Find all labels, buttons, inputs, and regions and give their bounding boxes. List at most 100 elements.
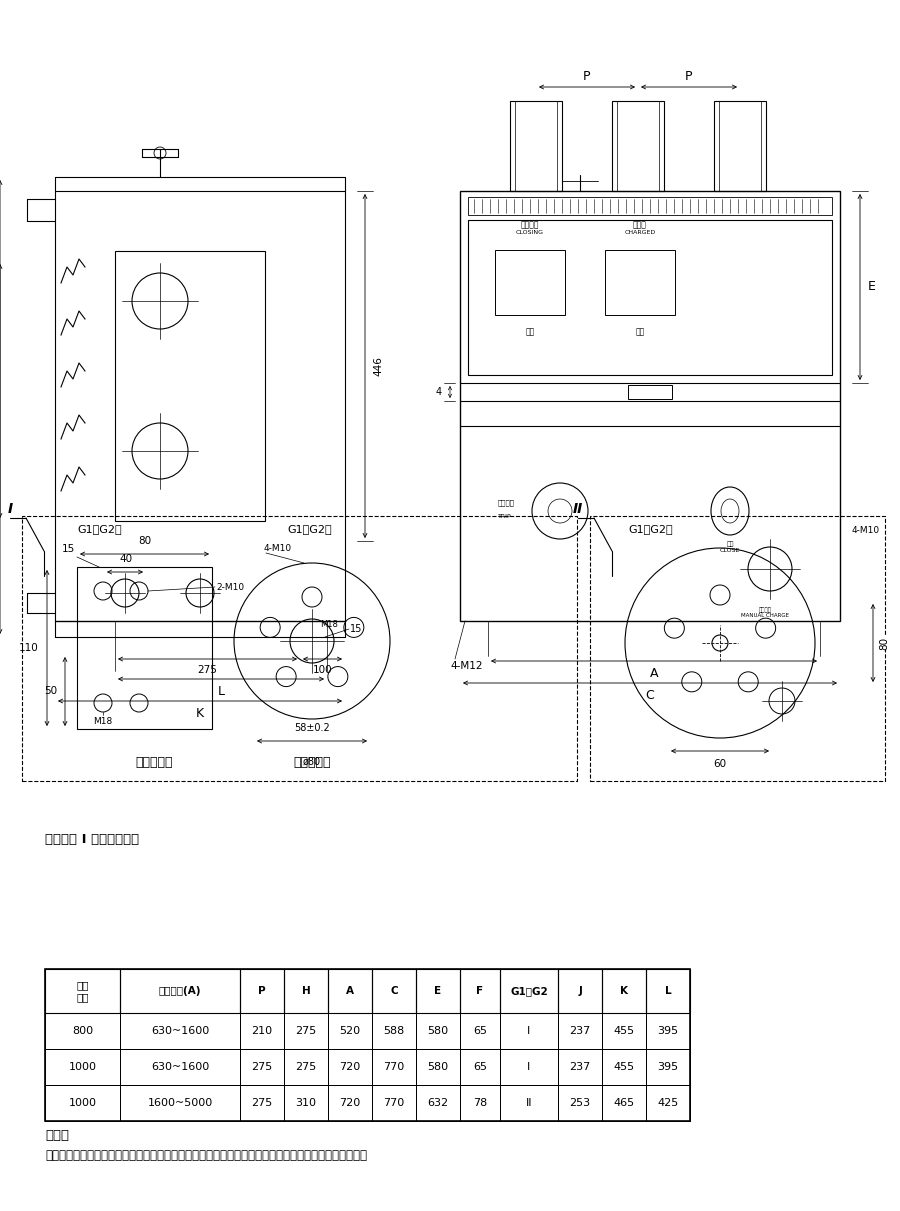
Bar — [240, 1085, 284, 1121]
Text: 15: 15 — [350, 624, 363, 635]
Text: 78: 78 — [472, 1098, 487, 1108]
Bar — [45, 969, 120, 1012]
Text: 580: 580 — [428, 1062, 448, 1072]
Text: CHARGED: CHARGED — [625, 230, 655, 235]
Text: 275: 275 — [295, 1026, 317, 1035]
Bar — [628, 385, 672, 398]
Bar — [120, 1085, 240, 1121]
Text: 253: 253 — [570, 1098, 590, 1108]
Text: 80: 80 — [138, 536, 151, 546]
Text: ø80: ø80 — [303, 757, 321, 767]
Bar — [460, 1085, 500, 1121]
Bar — [240, 1012, 284, 1049]
Text: 720: 720 — [339, 1062, 361, 1072]
Bar — [605, 249, 675, 315]
Bar — [328, 1085, 372, 1121]
Text: 分闸控制: 分闸控制 — [498, 500, 515, 506]
Text: L: L — [665, 986, 671, 995]
Bar — [120, 1049, 240, 1085]
Bar — [558, 1012, 602, 1049]
Bar — [372, 1049, 416, 1085]
Bar — [416, 1012, 460, 1049]
Text: A: A — [346, 986, 354, 995]
Text: 注意：: 注意： — [45, 1129, 69, 1142]
Text: 237: 237 — [570, 1062, 590, 1072]
Text: 630~1600: 630~1600 — [151, 1026, 209, 1035]
Text: 4-M10: 4-M10 — [264, 544, 292, 553]
Bar — [240, 969, 284, 1012]
Text: 2-M10: 2-M10 — [216, 582, 244, 591]
Bar — [602, 969, 646, 1012]
Bar — [120, 1012, 240, 1049]
Text: 446: 446 — [373, 356, 383, 375]
Text: 275: 275 — [251, 1062, 273, 1072]
Text: C: C — [645, 689, 654, 702]
Text: 425: 425 — [657, 1098, 679, 1108]
Text: 40: 40 — [120, 553, 132, 564]
Text: 注：常规 I 配圆形出线座: 注：常规 I 配圆形出线座 — [45, 833, 140, 846]
Text: 65: 65 — [473, 1026, 487, 1035]
Text: 580: 580 — [428, 1026, 448, 1035]
Text: P: P — [258, 986, 265, 995]
Bar — [372, 1085, 416, 1121]
Text: 520: 520 — [339, 1026, 361, 1035]
Text: 310: 310 — [295, 1098, 317, 1108]
Text: 圆形出线座: 圆形出线座 — [293, 757, 331, 769]
Bar — [77, 567, 212, 729]
Text: 手动储能
MANUAL CHARGE: 手动储能 MANUAL CHARGE — [741, 607, 789, 619]
Bar — [558, 1049, 602, 1085]
Text: E: E — [868, 281, 876, 293]
Text: L: L — [218, 685, 224, 698]
Bar — [460, 1012, 500, 1049]
Text: G1、G2向: G1、G2向 — [77, 524, 122, 534]
Text: 1600~5000: 1600~5000 — [148, 1098, 212, 1108]
Bar — [416, 1085, 460, 1121]
Text: 4-M12: 4-M12 — [450, 661, 482, 671]
Text: 465: 465 — [614, 1098, 634, 1108]
Bar — [714, 101, 766, 191]
Text: 395: 395 — [657, 1062, 679, 1072]
Bar — [416, 1049, 460, 1085]
Bar — [120, 969, 240, 1012]
Text: H: H — [302, 986, 310, 995]
Text: 770: 770 — [383, 1062, 405, 1072]
Text: 方形出线座: 方形出线座 — [136, 757, 173, 769]
Text: 632: 632 — [428, 1098, 448, 1108]
Text: 50: 50 — [44, 685, 57, 696]
Bar — [558, 969, 602, 1012]
Text: 210: 210 — [251, 1026, 273, 1035]
Text: E: E — [435, 986, 442, 995]
Text: G1、G2向: G1、G2向 — [287, 524, 331, 534]
Text: 80: 80 — [879, 637, 889, 649]
Bar — [284, 1085, 328, 1121]
Bar — [460, 1049, 500, 1085]
Bar — [284, 1049, 328, 1085]
Text: K: K — [196, 707, 204, 721]
Bar — [500, 1012, 558, 1049]
Bar — [500, 1085, 558, 1121]
Text: I: I — [7, 503, 13, 516]
Bar — [328, 1012, 372, 1049]
Text: II: II — [573, 503, 583, 516]
Text: I: I — [527, 1062, 531, 1072]
Text: 630~1600: 630~1600 — [151, 1062, 209, 1072]
Text: 237: 237 — [570, 1026, 590, 1035]
Text: II: II — [526, 1098, 532, 1108]
Bar — [495, 249, 565, 315]
Text: A: A — [650, 667, 658, 681]
Text: 1000: 1000 — [68, 1062, 96, 1072]
Text: F: F — [476, 986, 483, 995]
Bar — [558, 1085, 602, 1121]
Bar — [416, 969, 460, 1012]
Bar — [45, 1049, 120, 1085]
Text: 合闸: 合闸 — [635, 327, 644, 335]
Bar — [602, 1049, 646, 1085]
Text: P: P — [583, 70, 590, 84]
Text: 配柜
宽度: 配柜 宽度 — [76, 980, 89, 1001]
Text: 770: 770 — [383, 1098, 405, 1108]
Text: 60: 60 — [714, 759, 726, 769]
Text: 275: 275 — [197, 665, 217, 675]
Text: 4-M10: 4-M10 — [852, 526, 880, 535]
Bar — [602, 1085, 646, 1121]
Text: J: J — [578, 986, 582, 995]
